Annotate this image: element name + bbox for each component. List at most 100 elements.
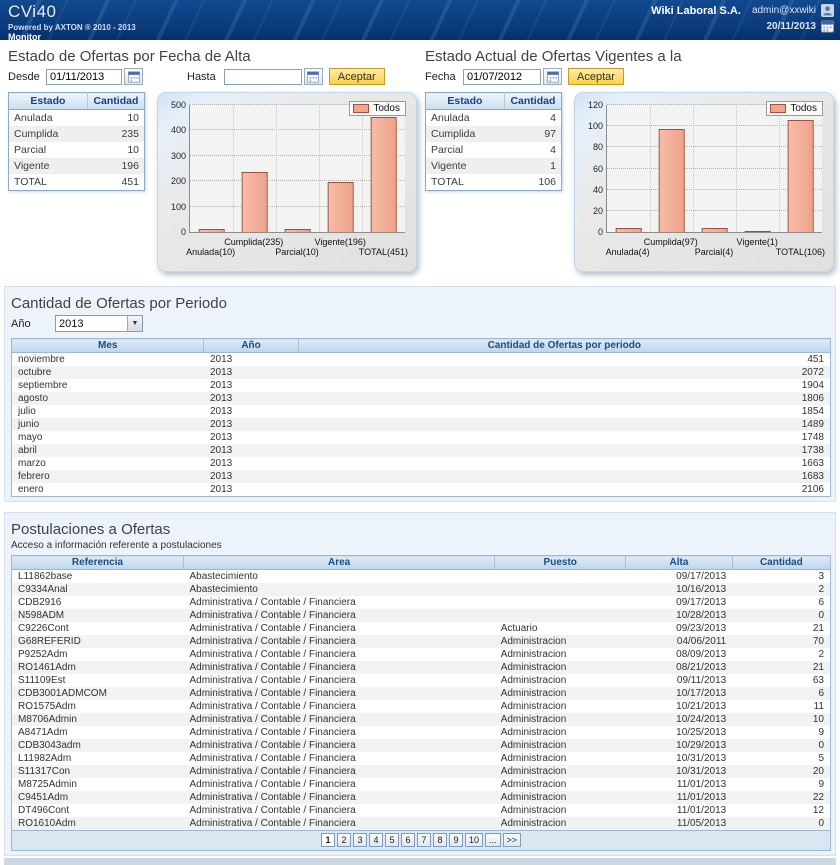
table-cell: CDB2916 xyxy=(12,596,184,609)
table-row: Vigente1 xyxy=(426,158,562,174)
table-cell: Administrativa / Contable / Financiera xyxy=(183,635,494,648)
table-cell: 2013 xyxy=(204,353,298,367)
table-cell: 0 xyxy=(732,739,830,752)
column-header: Area xyxy=(183,556,494,570)
table-row: Anulada10 xyxy=(9,110,145,127)
table-cell: Cumplida xyxy=(426,126,505,142)
table-cell: 70 xyxy=(732,635,830,648)
y-axis-tick-label: 0 xyxy=(598,227,603,237)
pagination-page-button[interactable]: 5 xyxy=(385,833,399,847)
table-cell: 08/21/2013 xyxy=(626,661,732,674)
x-axis-category-label: TOTAL(451) xyxy=(359,247,408,257)
pagination-page-button[interactable]: 10 xyxy=(465,833,483,847)
logged-user: admin@xxwiki xyxy=(752,5,816,16)
desde-input[interactable] xyxy=(46,69,122,85)
section-title-postulaciones: Postulaciones a Ofertas xyxy=(11,521,831,538)
hasta-input[interactable] xyxy=(224,69,302,85)
column-header: Año xyxy=(204,339,298,353)
table-cell: M8725Admin xyxy=(12,778,184,791)
pagination-page-button[interactable]: 2 xyxy=(337,833,351,847)
fecha-calendar-button[interactable] xyxy=(543,68,562,85)
table-cell: Administrativa / Contable / Financiera xyxy=(183,622,494,635)
table-cell: 196 xyxy=(87,158,144,174)
table-cell: 2013 xyxy=(204,366,298,379)
table-cell: 21 xyxy=(732,661,830,674)
table-cell: 12 xyxy=(732,804,830,817)
table-cell: 11 xyxy=(732,700,830,713)
pagination-page-button[interactable]: ... xyxy=(485,833,501,847)
table-cell: P9252Adm xyxy=(12,648,184,661)
pagination-next-button[interactable]: >> xyxy=(503,833,522,847)
module-label: Monitor xyxy=(8,32,136,40)
ofertas-fecha-alta-chart: 0100200300400500 Anulada(10)Cumplida(235… xyxy=(157,92,417,272)
aceptar-vigentes-button[interactable]: Aceptar xyxy=(568,68,624,85)
hasta-calendar-button[interactable] xyxy=(304,68,323,85)
desde-calendar-button[interactable] xyxy=(124,68,143,85)
gridline xyxy=(319,105,320,232)
anio-select[interactable]: 2013 ▼ xyxy=(55,315,143,332)
table-cell: Parcial xyxy=(9,142,88,158)
column-header: Referencia xyxy=(12,556,184,570)
table-cell: 1904 xyxy=(298,379,830,392)
postulaciones-table: ReferenciaAreaPuestoAltaCantidadL11862ba… xyxy=(11,555,831,831)
column-header: Cantidad xyxy=(504,93,561,110)
aceptar-fecha-alta-button[interactable]: Aceptar xyxy=(329,68,385,85)
table-cell: 10 xyxy=(87,110,144,127)
table-cell: Administrativa / Contable / Financiera xyxy=(183,739,494,752)
table-cell: 10 xyxy=(87,142,144,158)
table-cell: 9 xyxy=(732,726,830,739)
fecha-input[interactable] xyxy=(463,69,541,85)
calendar-icon xyxy=(307,71,319,83)
table-cell: S11317Con xyxy=(12,765,184,778)
pagination-page-button[interactable]: 7 xyxy=(417,833,431,847)
pagination-page-button[interactable]: 1 xyxy=(321,833,335,847)
pagination-page-button[interactable]: 8 xyxy=(433,833,447,847)
table-cell: M8706Admin xyxy=(12,713,184,726)
table-cell: Administracion xyxy=(495,739,626,752)
x-axis-category-label: Cumplida(235) xyxy=(224,237,283,247)
table-cell: 1748 xyxy=(298,431,830,444)
table-cell: Administrativa / Contable / Financiera xyxy=(183,648,494,661)
table-cell: Administracion xyxy=(495,804,626,817)
y-axis-tick-label: 100 xyxy=(588,121,603,131)
table-cell: Administracion xyxy=(495,661,626,674)
table-row: CDB3001ADMCOMAdministrativa / Contable /… xyxy=(12,687,831,700)
user-icon[interactable] xyxy=(821,4,834,17)
table-row: RO1575AdmAdministrativa / Contable / Fin… xyxy=(12,700,831,713)
pagination-page-button[interactable]: 6 xyxy=(401,833,415,847)
table-cell: Administrativa / Contable / Financiera xyxy=(183,765,494,778)
table-cell: 20 xyxy=(732,765,830,778)
x-axis-category-label: Parcial(10) xyxy=(275,247,319,257)
bar-Parcial(4) xyxy=(701,228,728,232)
table-header-row: EstadoCantidad xyxy=(9,93,145,110)
table-row: Cumplida235 xyxy=(9,126,145,142)
table-cell: TOTAL xyxy=(9,174,88,191)
table-cell: Administrativa / Contable / Financiera xyxy=(183,817,494,831)
table-row: octubre20132072 xyxy=(12,366,831,379)
table-cell: Administracion xyxy=(495,700,626,713)
calendar-icon[interactable] xyxy=(821,20,834,33)
table-cell: 2 xyxy=(732,583,830,596)
table-cell: Administrativa / Contable / Financiera xyxy=(183,778,494,791)
x-axis-category-label: Cumplida(97) xyxy=(644,237,698,247)
table-cell: 3 xyxy=(732,570,830,584)
powered-by-label: Powered by AXTON ® 2010 - 2013 xyxy=(8,23,136,32)
pagination-page-button[interactable]: 9 xyxy=(449,833,463,847)
pagination-page-button[interactable]: 4 xyxy=(369,833,383,847)
table-cell: 10/24/2013 xyxy=(626,713,732,726)
table-row: Vigente196 xyxy=(9,158,145,174)
table-cell: TOTAL xyxy=(426,174,505,191)
table-cell: DT496Cont xyxy=(12,804,184,817)
section-ofertas-fecha-alta: Estado de Ofertas por Fecha de Alta Desd… xyxy=(8,45,417,272)
table-cell: A8471Adm xyxy=(12,726,184,739)
table-cell: 21 xyxy=(732,622,830,635)
pagination-page-button[interactable]: 3 xyxy=(353,833,367,847)
table-row: A8471AdmAdministrativa / Contable / Fina… xyxy=(12,726,831,739)
table-cell: 1 xyxy=(504,158,561,174)
table-cell: 63 xyxy=(732,674,830,687)
x-axis-category-label: Anulada(4) xyxy=(606,247,650,257)
table-header-row: ReferenciaAreaPuestoAltaCantidad xyxy=(12,556,831,570)
table-row: mayo20131748 xyxy=(12,431,831,444)
table-row: Anulada4 xyxy=(426,110,562,127)
y-axis-tick-label: 0 xyxy=(181,227,186,237)
